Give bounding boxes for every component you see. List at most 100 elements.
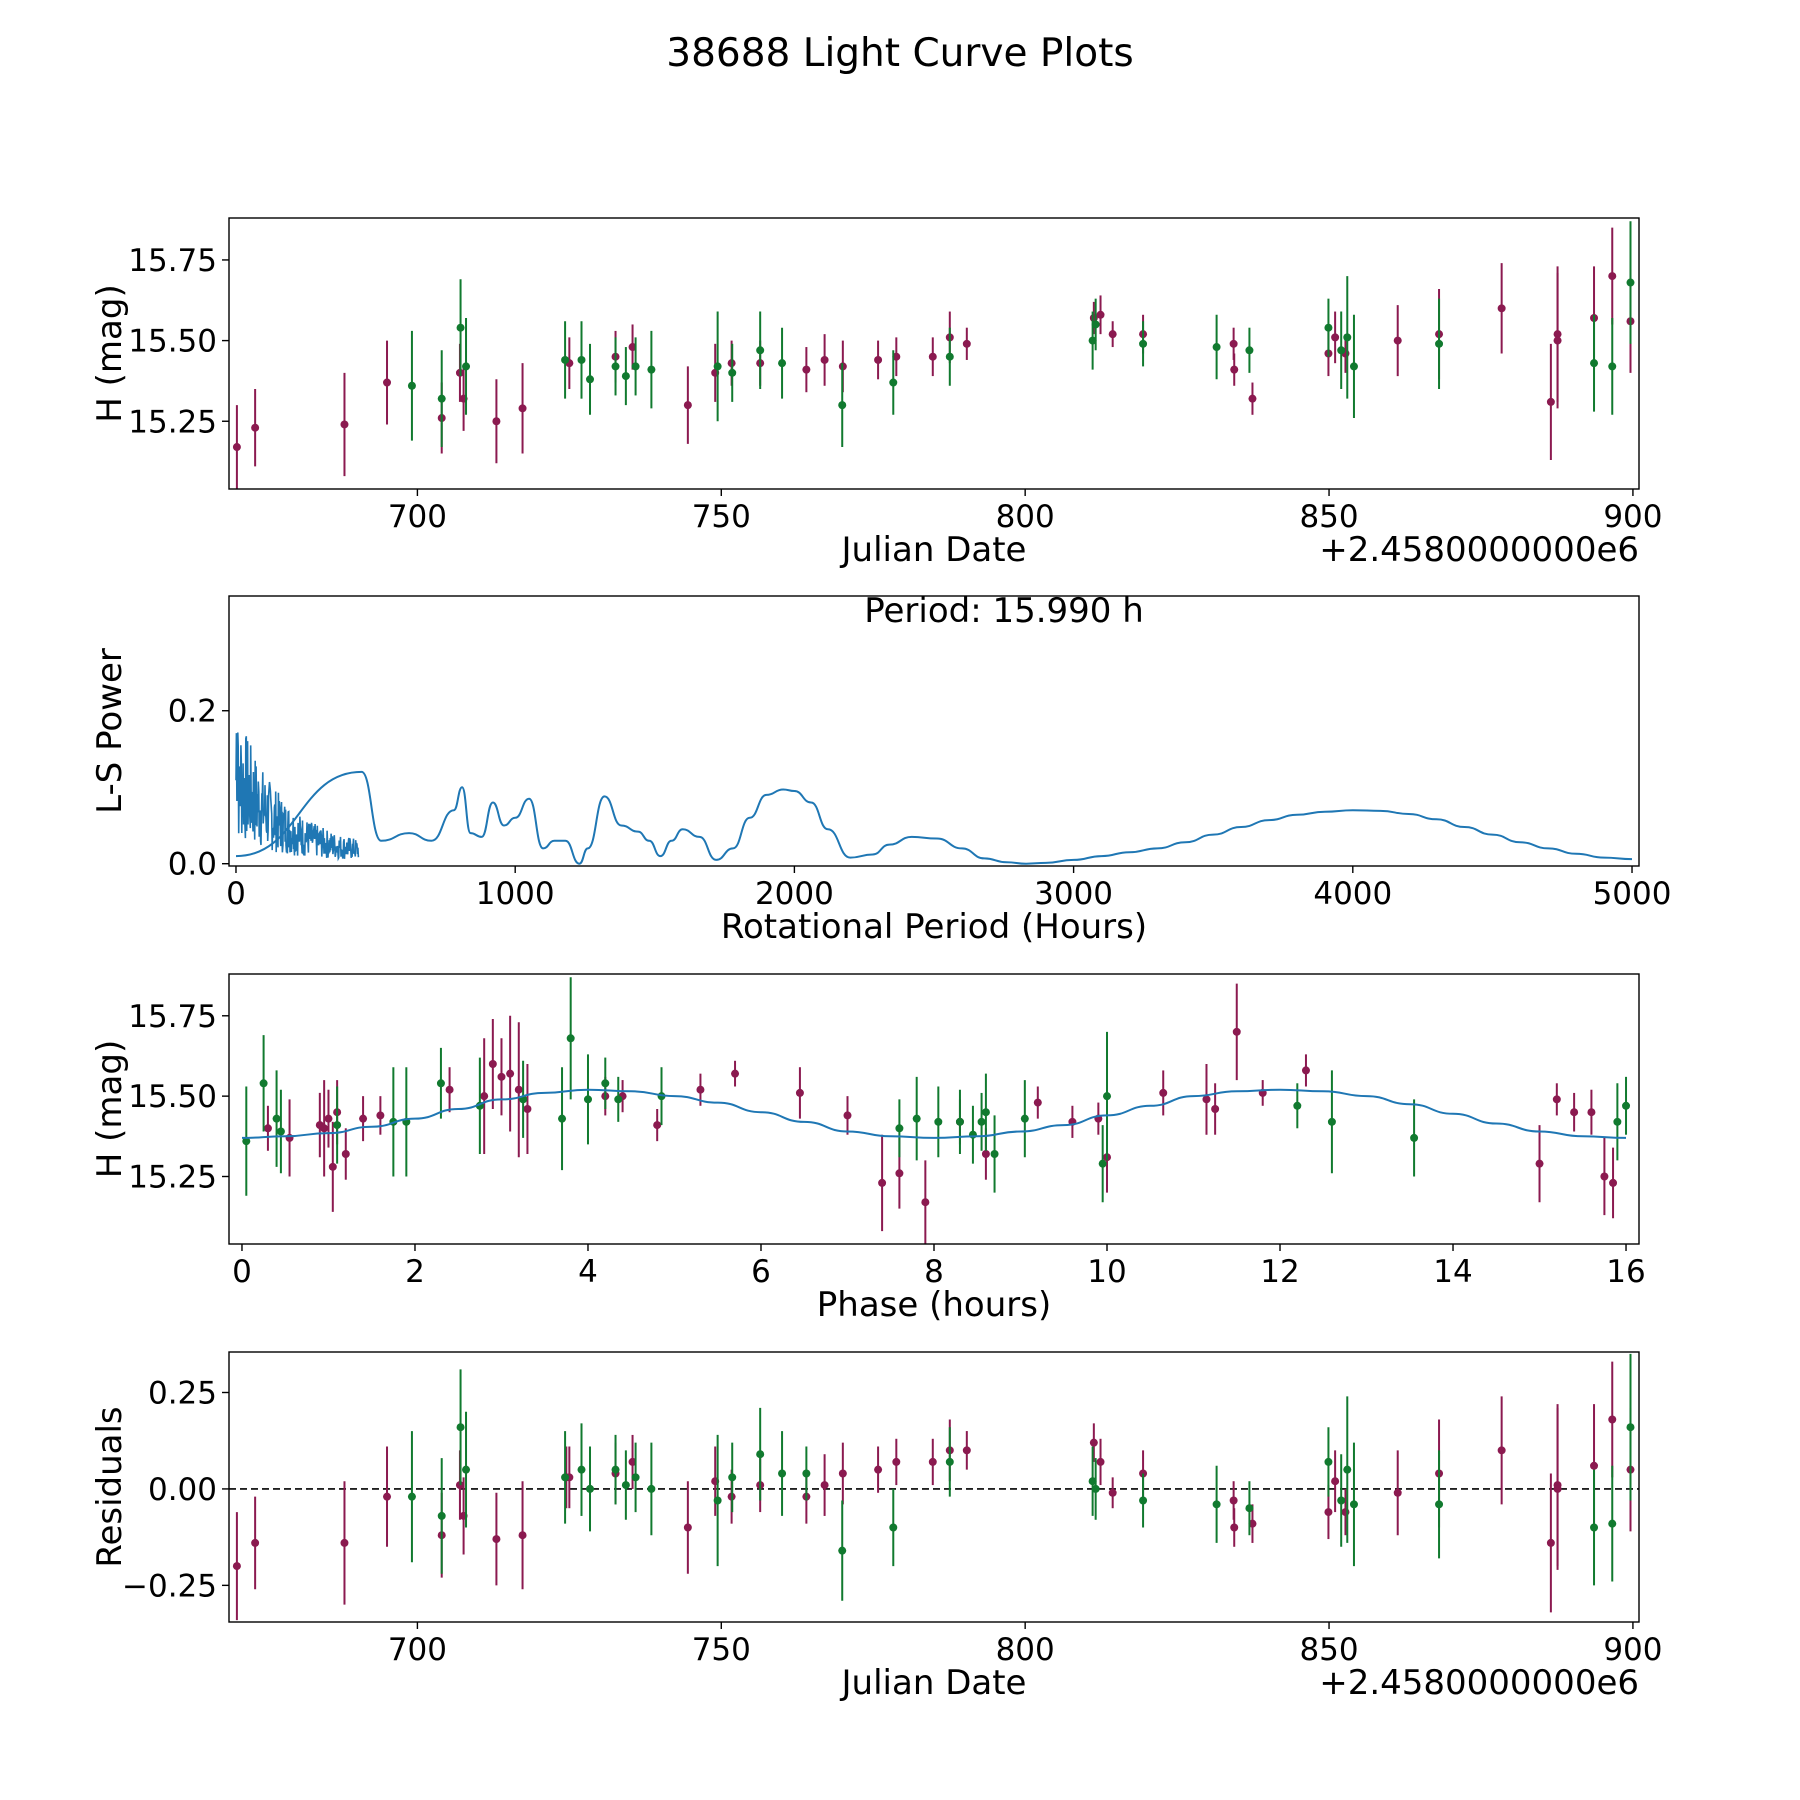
data-point xyxy=(1626,278,1635,287)
data-point xyxy=(631,1473,640,1482)
x-tick-label: 16 xyxy=(1606,1254,1645,1290)
y-tick-label: 0.00 xyxy=(148,1472,217,1508)
data-point xyxy=(445,1085,454,1094)
data-point xyxy=(518,1531,527,1540)
data-point xyxy=(1497,304,1506,313)
data-point xyxy=(1546,397,1555,406)
data-point xyxy=(561,1473,570,1482)
data-point xyxy=(990,1150,999,1158)
data-point xyxy=(376,1111,385,1120)
data-point xyxy=(1608,272,1617,281)
data-point xyxy=(242,1137,251,1146)
x-tick-label: 3000 xyxy=(1034,876,1113,912)
data-point xyxy=(1497,1446,1506,1455)
data-point xyxy=(1570,1108,1579,1117)
data-point xyxy=(1349,1500,1358,1509)
data-point xyxy=(480,1092,489,1101)
data-point xyxy=(462,1465,471,1474)
data-point xyxy=(1089,1438,1098,1447)
data-point xyxy=(1535,1159,1544,1168)
data-point xyxy=(558,1114,567,1123)
data-point xyxy=(1245,1504,1254,1513)
data-point xyxy=(601,1079,610,1088)
x-tick-label: 750 xyxy=(692,1632,751,1668)
data-point xyxy=(1211,1105,1220,1113)
data-point xyxy=(340,420,349,429)
data-point xyxy=(843,1111,852,1120)
data-point xyxy=(488,1060,497,1068)
data-point xyxy=(1349,362,1358,371)
data-point xyxy=(628,1457,637,1466)
data-point xyxy=(436,1079,445,1088)
x-tick-label: 700 xyxy=(388,499,447,535)
data-point xyxy=(731,1069,740,1078)
data-point xyxy=(1590,1523,1599,1532)
axes-frame xyxy=(228,1351,1640,1623)
data-point xyxy=(1590,359,1599,368)
data-point xyxy=(981,1150,990,1158)
x-tick-label: 14 xyxy=(1433,1254,1472,1290)
data-point xyxy=(1587,1108,1596,1117)
data-point xyxy=(1553,336,1562,345)
phased-plot-area xyxy=(241,977,1631,1244)
y-axis-label: H (mag) xyxy=(90,284,130,422)
data-point xyxy=(566,1034,575,1043)
data-point xyxy=(497,1072,506,1081)
data-point xyxy=(892,352,901,361)
data-point xyxy=(1020,1114,1029,1123)
periodogram-panel: 0 1000 2000 3000 4000 5000 0.0 0.2 Rotational Pe… xyxy=(90,591,1671,947)
data-point xyxy=(1331,1477,1340,1486)
data-point xyxy=(838,1546,847,1555)
data-point xyxy=(324,1114,333,1123)
x-tick-label: 750 xyxy=(692,499,751,535)
y-tick-label: 15.50 xyxy=(128,1079,217,1115)
data-point xyxy=(962,339,971,348)
data-point xyxy=(895,1124,904,1133)
data-point xyxy=(1098,1159,1107,1168)
x-tick-label: 4000 xyxy=(1313,876,1392,912)
data-point xyxy=(1139,1496,1148,1505)
x-tick-label: 8 xyxy=(924,1254,944,1290)
data-point xyxy=(320,1124,329,1133)
data-point xyxy=(981,1108,990,1117)
series-band2 xyxy=(242,977,1631,1203)
data-point xyxy=(232,443,241,452)
data-point xyxy=(462,362,471,371)
data-point xyxy=(1324,323,1333,332)
data-point xyxy=(1139,339,1148,348)
data-point xyxy=(795,1088,804,1097)
data-point xyxy=(1230,365,1239,374)
data-point xyxy=(928,1457,937,1466)
data-point xyxy=(1337,1496,1346,1505)
data-point xyxy=(1324,1457,1333,1466)
periodogram-plot-area xyxy=(235,732,1633,865)
data-point xyxy=(276,1127,285,1136)
data-point xyxy=(1609,1178,1618,1187)
x-tick-label: 12 xyxy=(1260,1254,1299,1290)
x-tick-label: 2000 xyxy=(755,876,834,912)
x-axis-label: Julian Date xyxy=(840,530,1027,570)
data-point xyxy=(232,1562,241,1571)
data-point xyxy=(1212,1500,1221,1509)
data-point xyxy=(889,378,898,387)
data-point xyxy=(1590,1461,1599,1470)
y-tick-label: 15.25 xyxy=(128,404,217,440)
data-point xyxy=(1327,1117,1336,1126)
periodogram-low-period-spikes xyxy=(235,732,360,862)
data-point xyxy=(628,343,637,352)
data-point xyxy=(437,1511,446,1520)
data-point xyxy=(820,1481,829,1490)
period-annotation: Period: 15.990 h xyxy=(864,591,1144,631)
data-point xyxy=(1202,1095,1211,1104)
data-point xyxy=(1103,1092,1112,1101)
data-point xyxy=(1091,1484,1100,1493)
data-point xyxy=(586,375,595,384)
data-point xyxy=(1248,394,1257,403)
data-point xyxy=(1343,333,1352,342)
y-tick-label: 15.75 xyxy=(128,243,217,279)
data-point xyxy=(1108,1488,1117,1497)
data-point xyxy=(1608,1415,1617,1424)
data-point xyxy=(1626,1423,1635,1432)
data-point xyxy=(492,1535,501,1544)
data-point xyxy=(383,1492,392,1501)
